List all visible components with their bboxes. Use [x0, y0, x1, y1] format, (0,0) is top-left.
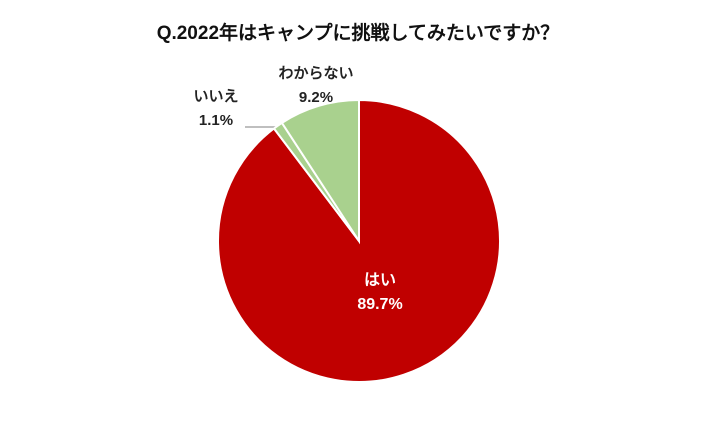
pie-slice [280, 98, 360, 245]
slice-category-label: はい [364, 272, 396, 289]
slice-value-label: 89.7% [357, 296, 402, 313]
slice-category-label: わからない [278, 65, 353, 82]
slice-value-label: 1.1% [199, 112, 233, 129]
slice-category-label: いいえ [193, 88, 238, 105]
slice-value-label: 9.2% [299, 89, 333, 106]
chart-title: Q.2022年はキャンプに挑戦してみたいですか？ [157, 21, 560, 44]
